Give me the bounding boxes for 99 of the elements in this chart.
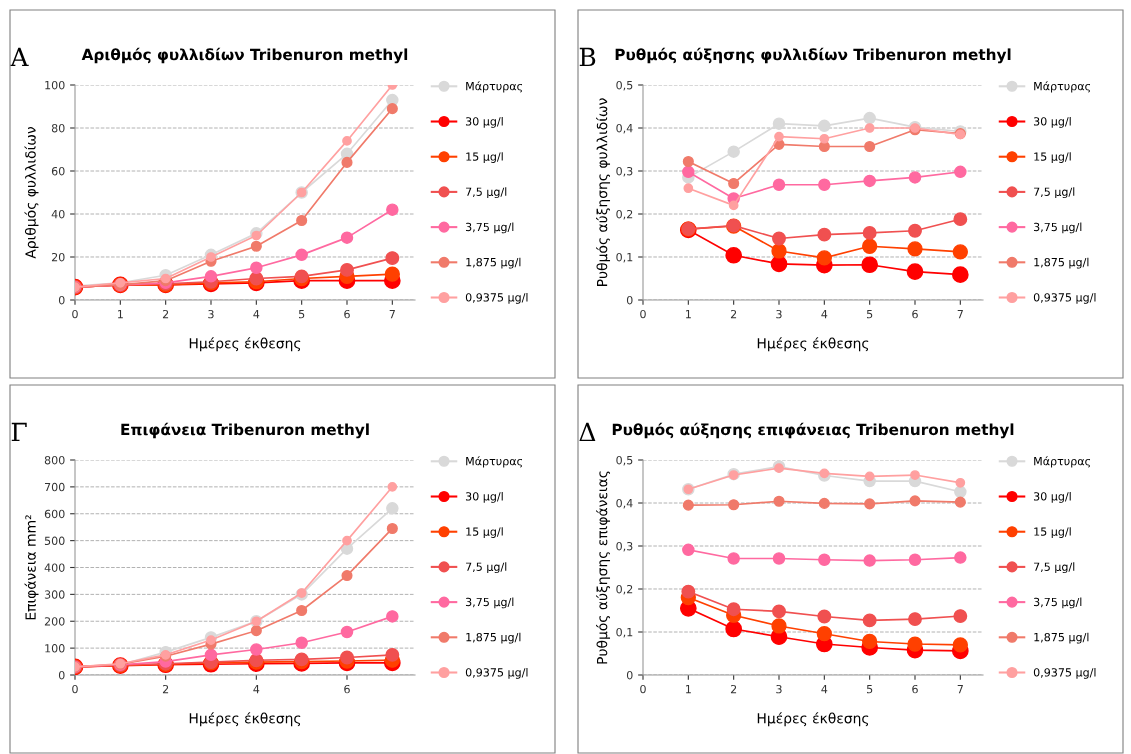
y-tick-label: 0,1 bbox=[616, 627, 633, 638]
y-tick-label: 400 bbox=[44, 563, 65, 572]
x-tick-label: 7 bbox=[389, 310, 395, 319]
x-tick-label: 7 bbox=[957, 310, 963, 319]
legend-label: 15 μg/l bbox=[1034, 152, 1071, 163]
legend-label: 30 μg/l bbox=[465, 491, 503, 503]
x-tick-label: 4 bbox=[821, 685, 828, 694]
x-tick-label: 2 bbox=[162, 684, 169, 694]
y-tick-label: 0,5 bbox=[616, 80, 633, 91]
x-tick-label: 1 bbox=[686, 310, 691, 319]
y-tick-label: 20 bbox=[51, 252, 65, 262]
legend-label: 1,875 μg/l bbox=[466, 632, 521, 644]
legend-label: 3,75 μg/l bbox=[465, 222, 514, 234]
y-tick-label: 500 bbox=[44, 536, 65, 545]
y-tick-label: 0,4 bbox=[616, 498, 633, 509]
x-tick-label: 5 bbox=[866, 310, 873, 319]
text: Δ bbox=[579, 422, 596, 442]
y-axis-title: Ρυθμός αύξησης επιφάνειας bbox=[596, 471, 611, 664]
legend-label: 15 μg/l bbox=[466, 527, 503, 538]
legend-label: 1,875 μg/l bbox=[1034, 632, 1089, 644]
legend-label: Μάρτυρας bbox=[1034, 81, 1091, 93]
text: Γ bbox=[11, 422, 27, 442]
legend-label: 30 μg/l bbox=[1033, 116, 1071, 128]
x-tick-label: 6 bbox=[912, 309, 918, 319]
chart-title: Ρυθμός αύξησης φυλλιδίων Tribenuron methyl bbox=[615, 47, 1011, 64]
legend-label: Μάρτυρας bbox=[466, 81, 523, 93]
legend-label: 0,9375 μg/l bbox=[465, 667, 528, 679]
x-tick-label: 4 bbox=[821, 310, 828, 319]
y-axis-title: Επιφάνεια mm² bbox=[24, 515, 39, 620]
y-tick-label: 40 bbox=[51, 209, 65, 219]
x-tick-label: 0 bbox=[640, 684, 646, 694]
legend-label: 30 μg/l bbox=[465, 116, 503, 128]
x-tick-label: 3 bbox=[208, 309, 214, 319]
legend-label: Μάρτυρας bbox=[1034, 456, 1091, 468]
y-tick-label: 0 bbox=[58, 295, 65, 305]
y-tick-label: 300 bbox=[44, 590, 65, 599]
text: A bbox=[10, 47, 29, 67]
x-tick-label: 4 bbox=[253, 685, 260, 694]
x-tick-label: 6 bbox=[344, 684, 350, 694]
x-axis-title: Ημέρες έκθεσης bbox=[189, 712, 301, 727]
x-tick-label: 3 bbox=[776, 309, 782, 319]
y-tick-label: 80 bbox=[51, 123, 65, 133]
x-tick-label: 2 bbox=[730, 309, 737, 319]
legend-label: 0,9375 μg/l bbox=[1033, 292, 1096, 304]
y-tick-label: 800 bbox=[44, 455, 65, 465]
x-tick-label: 2 bbox=[162, 309, 169, 319]
x-tick-label: 6 bbox=[344, 309, 350, 319]
legend-label: 7,5 μg/l bbox=[1034, 562, 1075, 574]
x-tick-label: 6 bbox=[912, 684, 918, 694]
legend-label: 3,75 μg/l bbox=[465, 597, 514, 609]
y-tick-label: 200 bbox=[44, 617, 65, 626]
y-tick-label: 0 bbox=[626, 670, 633, 680]
y-tick-label: 60 bbox=[51, 166, 65, 176]
y-tick-label: 0,3 bbox=[616, 166, 633, 177]
x-axis-title: Ημέρες έκθεσης bbox=[757, 337, 869, 352]
legend-label: 3,75 μg/l bbox=[1033, 597, 1082, 609]
chart-title: Επιφάνεια Tribenuron methyl bbox=[121, 422, 369, 439]
y-tick-label: 600 bbox=[44, 509, 65, 519]
legend-label: 1,875 μg/l bbox=[466, 257, 521, 269]
x-tick-label: 0 bbox=[72, 684, 78, 694]
x-tick-label: 1 bbox=[686, 685, 691, 694]
x-tick-label: 5 bbox=[298, 310, 305, 319]
x-tick-label: 2 bbox=[730, 684, 737, 694]
x-tick-label: 1 bbox=[118, 310, 123, 319]
y-tick-label: 0 bbox=[58, 670, 65, 680]
x-tick-label: 3 bbox=[776, 684, 782, 694]
legend-label: 3,75 μg/l bbox=[1033, 222, 1082, 234]
x-axis-title: Ημέρες έκθεσης bbox=[757, 712, 869, 727]
text: B bbox=[579, 47, 596, 67]
y-tick-label: 0 bbox=[626, 295, 633, 305]
legend-label: 15 μg/l bbox=[1034, 527, 1071, 538]
y-tick-label: 0,2 bbox=[616, 584, 633, 595]
legend-label: Μάρτυρας bbox=[466, 456, 523, 468]
x-tick-label: 5 bbox=[866, 685, 873, 694]
legend-label: 1,875 μg/l bbox=[1034, 257, 1089, 269]
legend-label: 15 μg/l bbox=[466, 152, 503, 163]
y-tick-label: 100 bbox=[45, 644, 65, 653]
x-tick-label: 0 bbox=[640, 309, 646, 319]
x-tick-label: 4 bbox=[253, 310, 260, 319]
chart-title: Αριθμός φυλλιδίων Tribenuron methyl bbox=[81, 47, 408, 64]
chart-title: Ρυθμός αύξησης επιφάνειας Tribenuron methyl bbox=[612, 422, 1014, 439]
y-tick-label: 700 bbox=[44, 482, 65, 492]
legend-label: 0,9375 μg/l bbox=[465, 292, 528, 304]
y-tick-label: 0,4 bbox=[616, 123, 633, 134]
legend-label: 7,5 μg/l bbox=[466, 187, 507, 199]
legend-label: 0,9375 μg/l bbox=[1033, 667, 1096, 679]
y-tick-label: 0,3 bbox=[616, 541, 633, 552]
legend-label: 30 μg/l bbox=[1033, 491, 1071, 503]
y-tick-label: 0,5 bbox=[616, 455, 633, 466]
x-tick-label: 7 bbox=[957, 685, 963, 694]
y-axis-title: Αριθμός φυλλιδίων bbox=[24, 126, 39, 259]
y-tick-label: 0,1 bbox=[616, 252, 633, 263]
legend-label: 7,5 μg/l bbox=[1034, 187, 1075, 199]
y-tick-label: 100 bbox=[45, 80, 65, 90]
y-tick-label: 0,2 bbox=[616, 209, 633, 220]
x-tick-label: 0 bbox=[72, 309, 78, 319]
legend-label: 7,5 μg/l bbox=[466, 562, 507, 574]
x-axis-title: Ημέρες έκθεσης bbox=[189, 337, 301, 352]
y-axis-title: Ρυθμός αύξησης φυλλιδίων bbox=[596, 98, 611, 286]
